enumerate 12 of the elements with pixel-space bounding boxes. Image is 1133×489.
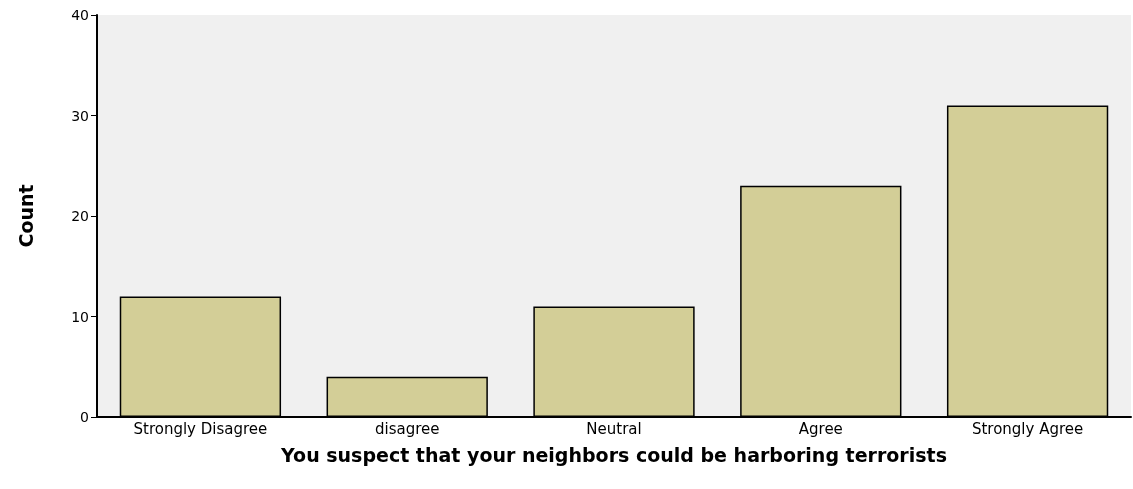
x-tick-label: Strongly Disagree — [133, 419, 268, 438]
x-tick-label: Agree — [798, 419, 843, 438]
x-tick-label: Neutral — [586, 419, 642, 438]
y-tick-label: 0 — [80, 409, 89, 425]
x-tick-label: disagree — [374, 419, 440, 438]
y-axis-title: Count — [14, 184, 37, 248]
y-tick-label: 30 — [71, 107, 89, 124]
x-tick-label: Strongly Agree — [971, 419, 1084, 438]
y-tick-label: 20 — [71, 208, 89, 224]
x-axis-title: You suspect that your neighbors could be harboring terrorists — [280, 444, 947, 466]
y-tick-label: 10 — [71, 308, 89, 325]
y-tick-label: 40 — [71, 7, 89, 23]
